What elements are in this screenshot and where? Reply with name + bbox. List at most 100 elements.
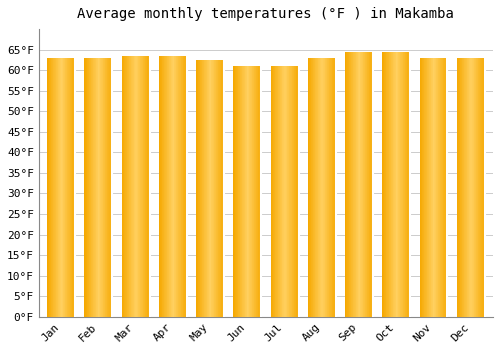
Bar: [468, 58, 469, 317]
Bar: [198, 60, 199, 317]
Bar: [422, 58, 423, 317]
Bar: [104, 58, 106, 317]
Bar: [442, 58, 444, 317]
Bar: [364, 52, 366, 317]
Bar: [285, 66, 286, 317]
Bar: [425, 58, 426, 317]
Bar: [320, 58, 321, 317]
Bar: [161, 56, 162, 317]
Bar: [64, 58, 66, 317]
Bar: [138, 56, 139, 317]
Bar: [68, 58, 69, 317]
Bar: [201, 60, 202, 317]
Bar: [426, 58, 427, 317]
Bar: [148, 56, 149, 317]
Bar: [166, 56, 168, 317]
Bar: [107, 58, 108, 317]
Bar: [58, 58, 59, 317]
Bar: [428, 58, 430, 317]
Bar: [111, 58, 112, 317]
Bar: [308, 58, 309, 317]
Bar: [439, 58, 440, 317]
Bar: [257, 66, 258, 317]
Bar: [174, 56, 175, 317]
Bar: [241, 66, 242, 317]
Bar: [108, 58, 109, 317]
Bar: [260, 66, 262, 317]
Bar: [334, 58, 335, 317]
Bar: [243, 66, 244, 317]
Bar: [348, 52, 349, 317]
Bar: [314, 58, 315, 317]
Bar: [326, 58, 328, 317]
Bar: [457, 58, 458, 317]
Bar: [346, 52, 347, 317]
Bar: [470, 58, 472, 317]
Bar: [253, 66, 254, 317]
Bar: [482, 58, 484, 317]
Bar: [388, 52, 390, 317]
Bar: [290, 66, 291, 317]
Bar: [242, 66, 243, 317]
Bar: [383, 52, 384, 317]
Bar: [234, 66, 236, 317]
Bar: [66, 58, 68, 317]
Bar: [98, 58, 99, 317]
Bar: [312, 58, 314, 317]
Bar: [132, 56, 133, 317]
Bar: [59, 58, 60, 317]
Bar: [147, 56, 148, 317]
Bar: [140, 56, 141, 317]
Bar: [464, 58, 465, 317]
Bar: [394, 52, 395, 317]
Bar: [294, 66, 295, 317]
Bar: [206, 60, 208, 317]
Bar: [317, 58, 318, 317]
Bar: [478, 58, 479, 317]
Bar: [163, 56, 164, 317]
Bar: [270, 66, 272, 317]
Bar: [409, 52, 410, 317]
Bar: [360, 52, 361, 317]
Bar: [56, 58, 57, 317]
Bar: [212, 60, 213, 317]
Bar: [477, 58, 478, 317]
Bar: [71, 58, 72, 317]
Bar: [458, 58, 459, 317]
Bar: [354, 52, 355, 317]
Bar: [335, 58, 336, 317]
Bar: [347, 52, 348, 317]
Bar: [48, 58, 50, 317]
Bar: [217, 60, 218, 317]
Bar: [203, 60, 204, 317]
Bar: [333, 58, 334, 317]
Bar: [474, 58, 475, 317]
Bar: [258, 66, 259, 317]
Bar: [162, 56, 163, 317]
Bar: [352, 52, 354, 317]
Bar: [199, 60, 200, 317]
Bar: [279, 66, 280, 317]
Bar: [424, 58, 425, 317]
Bar: [363, 52, 364, 317]
Bar: [90, 58, 92, 317]
Bar: [385, 52, 386, 317]
Bar: [275, 66, 276, 317]
Bar: [53, 58, 54, 317]
Bar: [437, 58, 438, 317]
Bar: [87, 58, 88, 317]
Bar: [356, 52, 357, 317]
Bar: [210, 60, 211, 317]
Bar: [463, 58, 464, 317]
Bar: [280, 66, 281, 317]
Bar: [94, 58, 95, 317]
Bar: [144, 56, 146, 317]
Bar: [220, 60, 222, 317]
Bar: [216, 60, 217, 317]
Bar: [446, 58, 448, 317]
Bar: [92, 58, 93, 317]
Bar: [84, 58, 85, 317]
Bar: [350, 52, 352, 317]
Bar: [47, 58, 48, 317]
Bar: [134, 56, 135, 317]
